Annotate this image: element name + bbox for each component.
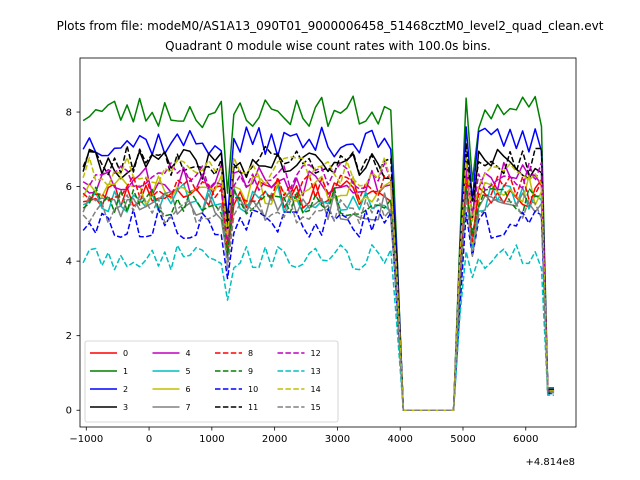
series-lines xyxy=(82,95,555,411)
y-tick-label: 0 xyxy=(66,406,72,417)
figure-suptitle: Plots from file: modeM0/AS1A13_090T01_90… xyxy=(57,19,604,33)
legend-label-14: 14 xyxy=(311,385,321,394)
legend-label-7: 7 xyxy=(186,403,191,412)
legend-label-12: 12 xyxy=(311,349,321,358)
series-line-1 xyxy=(82,95,555,411)
legend-label-11: 11 xyxy=(248,403,258,412)
series-line-13 xyxy=(82,244,555,411)
legend-box xyxy=(84,340,339,423)
x-tick-label: 5000 xyxy=(450,434,475,445)
x-tick-label: 4000 xyxy=(387,434,412,445)
legend-label-3: 3 xyxy=(123,403,128,412)
series-line-15 xyxy=(82,194,555,411)
chart-title: Quadrant 0 module wise count rates with … xyxy=(165,39,491,53)
y-tick-label: 2 xyxy=(66,331,72,342)
series-line-11 xyxy=(82,143,555,411)
legend-label-0: 0 xyxy=(123,349,128,358)
x-tick-label: −1000 xyxy=(69,434,103,445)
legend-label-4: 4 xyxy=(186,349,191,358)
legend-label-1: 1 xyxy=(123,367,128,376)
y-tick-label: 8 xyxy=(66,108,72,119)
plot-area xyxy=(82,95,555,411)
legend-label-6: 6 xyxy=(186,385,191,394)
x-tick-label: 6000 xyxy=(513,434,538,445)
x-offset-label: +4.814e8 xyxy=(525,457,575,468)
x-tick-label: 3000 xyxy=(325,434,350,445)
series-line-14 xyxy=(82,156,555,411)
legend-label-5: 5 xyxy=(186,367,191,376)
axes-frame xyxy=(79,57,577,428)
y-tick-label: 6 xyxy=(66,182,72,193)
x-tick-label: 0 xyxy=(146,434,152,445)
series-line-5 xyxy=(82,182,555,411)
legend-label-15: 15 xyxy=(311,403,321,412)
axes-layer: −1000 0 1000 2000 3000 4000 5000 6000 0 2 4 6 8 xyxy=(66,57,577,445)
legend-label-8: 8 xyxy=(248,349,253,358)
x-tick-label: 1000 xyxy=(199,434,224,445)
series-line-12 xyxy=(82,161,555,411)
y-tick-label: 4 xyxy=(66,257,72,268)
series-line-2 xyxy=(82,126,555,411)
series-line-0 xyxy=(83,178,555,411)
legend-label-13: 13 xyxy=(311,367,321,376)
x-tick-label: 2000 xyxy=(262,434,287,445)
legend-label-9: 9 xyxy=(248,367,253,376)
legend-label-2: 2 xyxy=(123,385,128,394)
legend-label-10: 10 xyxy=(248,385,258,394)
